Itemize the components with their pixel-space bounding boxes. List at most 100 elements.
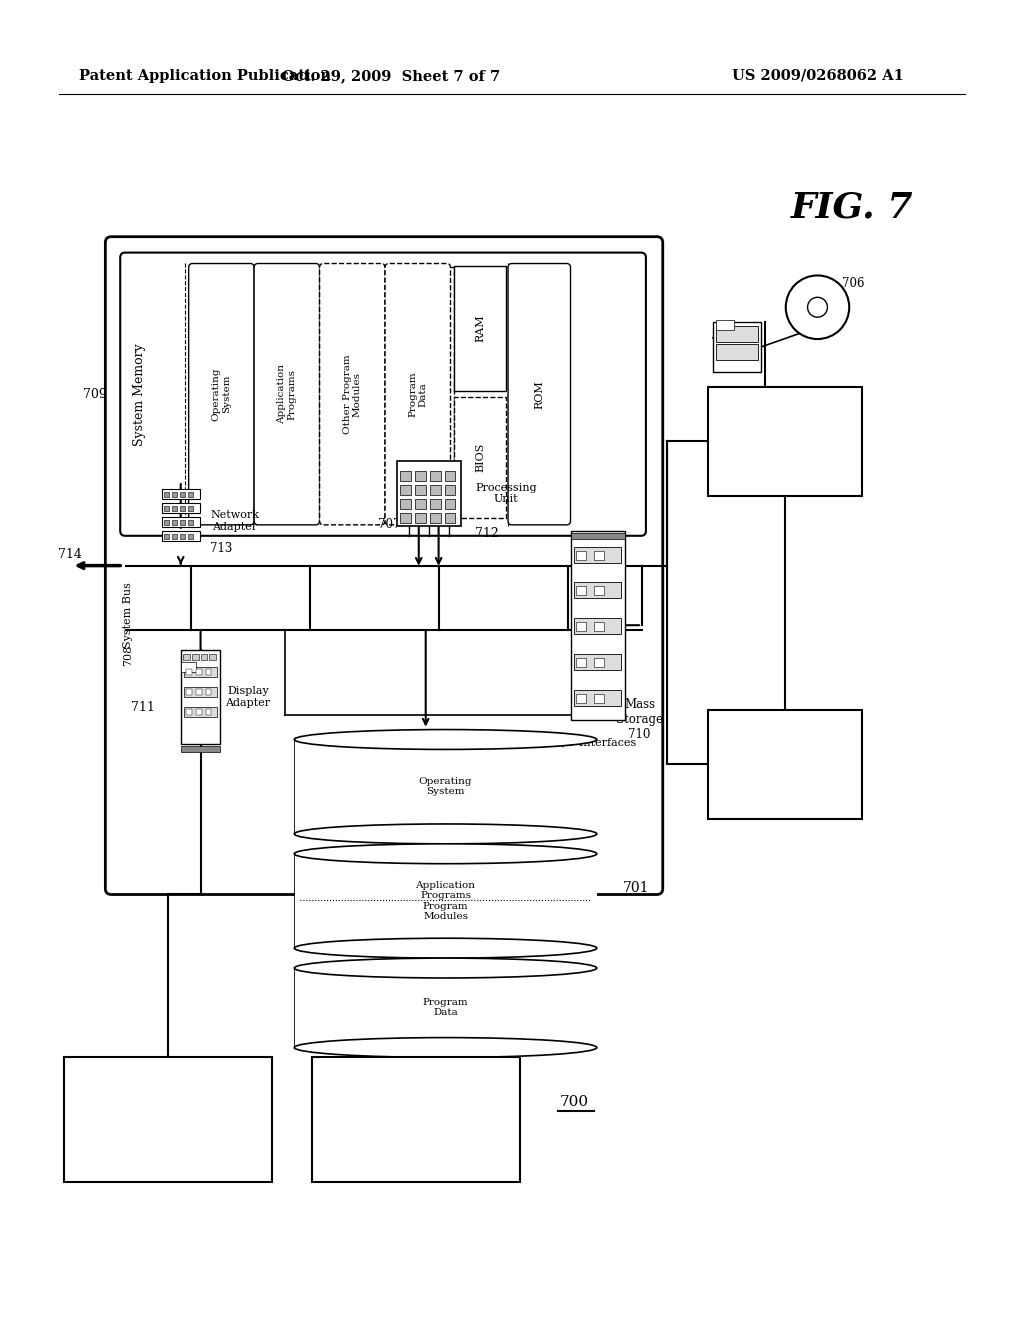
Text: 711: 711 — [131, 701, 155, 714]
Ellipse shape — [294, 730, 597, 750]
Text: US 2009/0268062 A1: US 2009/0268062 A1 — [731, 69, 903, 83]
Bar — [180, 506, 184, 511]
Bar — [717, 326, 758, 342]
Bar — [594, 622, 604, 631]
Text: BIOS: BIOS — [475, 442, 485, 473]
Text: I/O Device
703: I/O Device 703 — [750, 750, 820, 779]
Text: Patent Application Publication: Patent Application Publication — [79, 69, 331, 83]
Bar — [594, 657, 604, 667]
Bar — [577, 622, 587, 631]
Text: Display
Adapter: Display Adapter — [225, 686, 270, 708]
Text: Oct. 29, 2009  Sheet 7 of 7: Oct. 29, 2009 Sheet 7 of 7 — [282, 69, 500, 83]
Bar — [206, 709, 212, 714]
Text: 708: 708 — [123, 644, 133, 665]
Bar — [185, 709, 191, 714]
Bar — [709, 387, 862, 496]
Bar — [164, 533, 169, 539]
Text: Operating
System: Operating System — [212, 367, 231, 421]
Text: I/O Interfaces: I/O Interfaces — [558, 738, 637, 747]
Text: Application
Programs: Application Programs — [278, 364, 297, 424]
FancyBboxPatch shape — [508, 264, 570, 525]
Circle shape — [808, 297, 827, 317]
FancyBboxPatch shape — [455, 265, 506, 391]
FancyBboxPatch shape — [254, 264, 319, 525]
Bar — [187, 520, 193, 525]
Bar — [430, 471, 440, 480]
Bar — [185, 669, 191, 675]
Text: System Bus: System Bus — [123, 582, 133, 648]
Text: 705: 705 — [712, 337, 734, 350]
Bar — [594, 694, 604, 702]
Bar — [201, 653, 208, 660]
Bar — [162, 503, 200, 513]
Bar — [295, 854, 597, 948]
Bar — [196, 709, 202, 714]
Bar — [206, 669, 212, 675]
Circle shape — [785, 276, 849, 339]
FancyBboxPatch shape — [455, 397, 506, 517]
Bar — [180, 533, 184, 539]
Text: Other Program
Modules: Other Program Modules — [343, 354, 362, 434]
Bar — [185, 689, 191, 694]
Bar — [444, 486, 456, 495]
Bar — [315, 268, 455, 521]
Text: 707: 707 — [378, 517, 400, 531]
Bar — [594, 550, 604, 560]
Ellipse shape — [294, 843, 597, 863]
Bar — [415, 486, 426, 495]
Bar — [180, 520, 184, 525]
Bar — [183, 667, 217, 677]
Bar — [164, 492, 169, 498]
Bar — [430, 499, 440, 510]
Bar — [430, 486, 440, 495]
FancyBboxPatch shape — [105, 236, 663, 895]
Bar — [714, 322, 761, 372]
Text: System Memory: System Memory — [132, 343, 145, 446]
Ellipse shape — [294, 958, 597, 978]
Bar — [295, 739, 597, 834]
Bar — [400, 486, 411, 495]
Bar — [717, 345, 758, 360]
Text: Display
702: Display 702 — [136, 1101, 199, 1138]
Bar — [594, 586, 604, 595]
Bar — [183, 686, 217, 697]
Bar — [570, 533, 625, 539]
Text: FIG. 7: FIG. 7 — [791, 191, 913, 224]
Bar — [444, 499, 456, 510]
Bar — [180, 746, 220, 752]
Bar — [172, 520, 177, 525]
Bar — [577, 586, 587, 595]
Ellipse shape — [294, 1038, 597, 1057]
Text: ROM: ROM — [535, 380, 545, 409]
Text: 712: 712 — [475, 527, 499, 540]
Bar — [444, 471, 456, 480]
Bar — [574, 546, 622, 562]
Bar — [187, 492, 193, 498]
Bar — [63, 1057, 272, 1181]
Bar — [191, 653, 199, 660]
Bar — [400, 471, 411, 480]
FancyBboxPatch shape — [188, 264, 254, 525]
Bar — [709, 710, 862, 818]
Bar — [196, 689, 202, 694]
Text: 713: 713 — [211, 543, 232, 556]
Bar — [574, 653, 622, 671]
Bar — [311, 1057, 520, 1181]
Text: Power Source
790: Power Source 790 — [357, 1101, 474, 1138]
Ellipse shape — [294, 824, 597, 843]
Bar — [397, 461, 462, 525]
Text: 706: 706 — [843, 277, 865, 290]
Bar — [172, 533, 177, 539]
Text: Application
Programs
Program
Modules: Application Programs Program Modules — [416, 880, 475, 921]
Bar — [182, 653, 189, 660]
Text: 700: 700 — [559, 1096, 589, 1109]
Bar — [444, 513, 456, 523]
FancyBboxPatch shape — [319, 264, 385, 525]
Bar — [415, 499, 426, 510]
Bar — [206, 689, 212, 694]
Text: Program
Data: Program Data — [423, 998, 468, 1018]
Bar — [172, 506, 177, 511]
Bar — [187, 506, 193, 511]
Bar — [164, 506, 169, 511]
Text: Mass
Storage
710: Mass Storage 710 — [616, 698, 664, 741]
